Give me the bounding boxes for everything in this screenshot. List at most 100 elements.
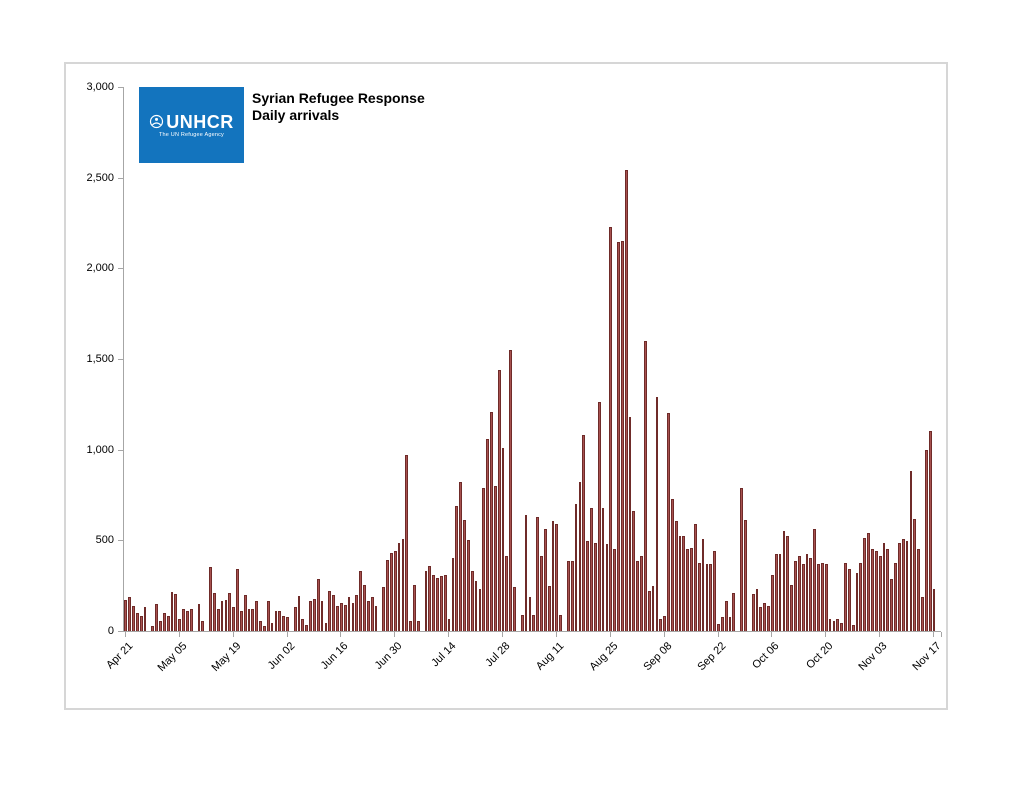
bar — [809, 558, 813, 631]
bar — [540, 556, 543, 631]
bar — [189, 609, 193, 631]
bar — [166, 616, 170, 631]
bar — [455, 506, 459, 631]
bar — [597, 402, 601, 631]
bar — [674, 521, 678, 631]
bar — [632, 511, 636, 631]
bar — [466, 540, 470, 631]
bar — [270, 623, 274, 631]
bar — [474, 581, 478, 631]
x-axis-label: Nov 17 — [910, 640, 944, 674]
bar — [917, 549, 920, 631]
bar — [613, 549, 616, 631]
bar — [828, 619, 832, 631]
bar — [389, 553, 393, 631]
bar — [170, 592, 174, 631]
bar — [867, 533, 870, 631]
bar — [694, 524, 697, 631]
bar — [128, 597, 132, 631]
bar — [451, 558, 455, 631]
bar — [339, 603, 343, 631]
bar — [574, 504, 578, 631]
bar — [524, 515, 528, 631]
bar — [343, 605, 347, 631]
bar — [220, 601, 224, 631]
bar — [301, 619, 305, 631]
bar — [744, 520, 747, 631]
bar — [497, 370, 501, 631]
y-axis-tick — [118, 540, 123, 542]
bar — [813, 529, 817, 631]
x-axis-tick — [394, 632, 396, 637]
bar — [363, 585, 366, 631]
bar — [570, 561, 574, 631]
bar — [555, 524, 559, 631]
bar — [428, 566, 432, 631]
x-axis-tick — [609, 632, 611, 637]
bar — [667, 413, 670, 631]
x-axis-label: May 05 — [155, 640, 190, 674]
bar — [259, 621, 262, 631]
bar — [351, 603, 355, 631]
bar — [643, 341, 647, 631]
bar — [782, 531, 786, 631]
bar — [416, 621, 420, 631]
y-axis-tick — [118, 631, 123, 632]
bar — [386, 560, 389, 631]
bar — [547, 586, 551, 631]
x-axis-tick — [771, 632, 773, 637]
chart-frame: UNHCR The UN Refugee Agency Syrian Refug… — [64, 62, 948, 710]
x-axis-tick — [232, 632, 234, 637]
bar — [647, 591, 651, 631]
bar — [863, 538, 867, 631]
bar — [728, 617, 732, 631]
bar — [670, 499, 674, 631]
bar — [332, 595, 336, 631]
bar — [328, 591, 332, 631]
bar — [470, 571, 474, 631]
chart-title-line2: Daily arrivals — [252, 107, 340, 123]
bar — [266, 601, 270, 631]
bar — [247, 609, 251, 631]
x-axis-label: Oct 06 — [750, 640, 782, 672]
unhcr-logo-row: UNHCR — [149, 113, 234, 131]
bar — [355, 595, 359, 631]
bar — [178, 619, 182, 631]
y-axis-tick — [118, 268, 123, 270]
bar — [297, 596, 301, 631]
x-axis-label: Aug 25 — [587, 640, 621, 674]
bar — [543, 529, 547, 631]
x-axis-label: Jun 16 — [319, 640, 351, 672]
y-axis-tick — [118, 449, 123, 451]
bar — [786, 536, 790, 631]
bar — [774, 554, 778, 631]
y-axis-label: 1,500 — [86, 353, 114, 365]
x-axis-tick — [502, 632, 504, 637]
bar — [593, 543, 597, 631]
bar — [590, 508, 593, 631]
bar — [216, 609, 220, 631]
bar — [374, 606, 378, 631]
y-axis-tick — [118, 359, 123, 360]
bar — [717, 624, 720, 631]
bar — [894, 563, 897, 631]
bar — [501, 448, 505, 631]
x-axis-label: Sep 22 — [694, 640, 729, 674]
x-axis-label: Apr 21 — [103, 640, 136, 672]
bar — [528, 597, 532, 631]
bar — [282, 616, 285, 631]
bar — [655, 397, 659, 631]
x-axis-tick — [663, 632, 665, 637]
bar — [586, 541, 590, 631]
y-axis-line — [123, 87, 124, 632]
bar — [278, 611, 282, 631]
bar — [324, 623, 328, 631]
bar — [928, 431, 932, 631]
x-axis-tick — [933, 632, 935, 637]
x-axis-line — [123, 631, 941, 632]
bar — [459, 482, 463, 631]
unhcr-logo-tagline: The UN Refugee Agency — [158, 131, 225, 138]
x-axis-label: Nov 03 — [856, 640, 890, 674]
bar — [797, 556, 801, 631]
bar — [132, 606, 135, 631]
